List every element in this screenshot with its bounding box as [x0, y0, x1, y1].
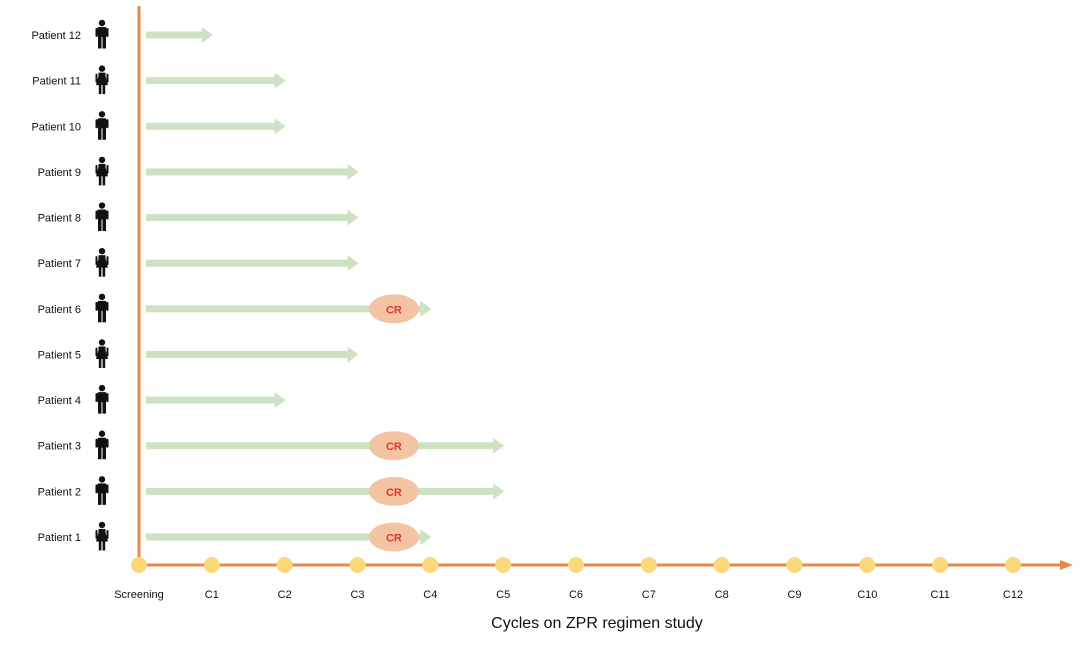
patient-label: Patient 5 — [38, 349, 81, 361]
x-axis-title: Cycles on ZPR regimen study — [491, 615, 703, 632]
duration-bar — [146, 168, 349, 176]
female-person-icon — [95, 65, 109, 95]
patient-label: Patient 8 — [38, 213, 81, 225]
male-person-icon — [95, 111, 109, 140]
duration-bar — [146, 305, 422, 313]
duration-bar-arrowhead — [347, 255, 359, 272]
cr-marker-label: CR — [386, 487, 402, 499]
x-tick-label: C4 — [423, 589, 437, 601]
male-person-icon — [95, 293, 109, 323]
duration-bar — [146, 533, 422, 541]
patient-label: Patient 9 — [38, 167, 81, 179]
cr-marker — [368, 431, 419, 461]
duration-bar — [146, 214, 349, 222]
x-tick-label: C10 — [857, 589, 877, 601]
x-tick-dot — [1005, 557, 1021, 573]
patient-label: Patient 6 — [38, 304, 81, 316]
duration-bar-arrowhead — [274, 392, 286, 409]
cr-marker-label: CR — [386, 441, 402, 453]
duration-bar — [146, 442, 495, 450]
x-tick-dot — [349, 557, 366, 573]
duration-bar — [146, 31, 203, 39]
duration-bar-arrowhead — [347, 346, 359, 363]
x-tick-dot — [422, 557, 439, 573]
duration-bar — [146, 487, 495, 495]
x-tick-dot — [276, 557, 293, 573]
duration-bar-arrowhead — [347, 163, 359, 180]
x-tick-dot — [568, 557, 584, 573]
x-tick-dot — [713, 557, 730, 573]
x-tick-label: C8 — [715, 589, 729, 601]
x-tick-dot — [786, 557, 803, 573]
patient-label: Patient 4 — [38, 395, 81, 407]
duration-bar-arrowhead — [493, 483, 505, 500]
female-person-icon — [95, 339, 109, 368]
male-person-icon — [95, 19, 109, 49]
x-tick-label: C7 — [642, 589, 656, 601]
female-person-icon — [95, 521, 109, 551]
x-tick-label: C9 — [787, 589, 801, 601]
x-tick-dot — [203, 557, 220, 573]
cr-marker-label: CR — [386, 533, 402, 545]
duration-bar-arrowhead — [420, 300, 432, 317]
duration-bar — [146, 259, 349, 267]
male-person-icon — [95, 384, 109, 414]
x-tick-label: C3 — [350, 589, 364, 601]
duration-bar-arrowhead — [493, 437, 505, 454]
male-person-icon — [95, 202, 109, 232]
cr-marker — [368, 476, 419, 506]
x-tick-label: C1 — [205, 589, 219, 601]
male-person-icon — [95, 476, 109, 505]
patient-label: Patient 7 — [38, 258, 81, 270]
x-tick-dot — [131, 557, 147, 573]
patient-label: Patient 3 — [38, 441, 81, 453]
duration-bar — [146, 122, 276, 130]
cr-marker — [368, 522, 419, 552]
x-tick-dot — [932, 557, 949, 573]
duration-bar-arrowhead — [201, 27, 213, 43]
x-tick-label: C5 — [496, 589, 510, 601]
duration-bar-arrowhead — [274, 118, 286, 135]
male-person-icon — [95, 430, 109, 460]
duration-bar — [146, 77, 276, 85]
x-tick-dot — [859, 557, 876, 573]
cr-marker — [368, 294, 419, 324]
duration-bar-arrowhead — [420, 529, 432, 545]
x-tick-label: Screening — [114, 589, 164, 601]
duration-bar — [146, 396, 276, 404]
patient-label: Patient 1 — [38, 532, 81, 544]
x-tick-label: C11 — [930, 589, 949, 601]
x-tick-label: C6 — [569, 589, 583, 601]
x-tick-label: C2 — [278, 589, 292, 601]
patient-label: Patient 12 — [31, 30, 81, 42]
duration-bar — [146, 350, 349, 358]
duration-bar-arrowhead — [274, 72, 286, 89]
cr-marker-label: CR — [386, 304, 402, 316]
x-tick-label: C12 — [1003, 589, 1023, 601]
duration-bar-arrowhead — [347, 209, 359, 226]
x-tick-dot — [640, 557, 657, 573]
x-tick-dot — [495, 557, 512, 573]
female-person-icon — [95, 247, 109, 277]
patient-label: Patient 10 — [31, 121, 81, 133]
patient-label: Patient 11 — [32, 76, 81, 88]
female-person-icon — [95, 156, 109, 186]
patient-label: Patient 2 — [38, 486, 81, 498]
x-axis-arrowhead — [1060, 560, 1073, 570]
